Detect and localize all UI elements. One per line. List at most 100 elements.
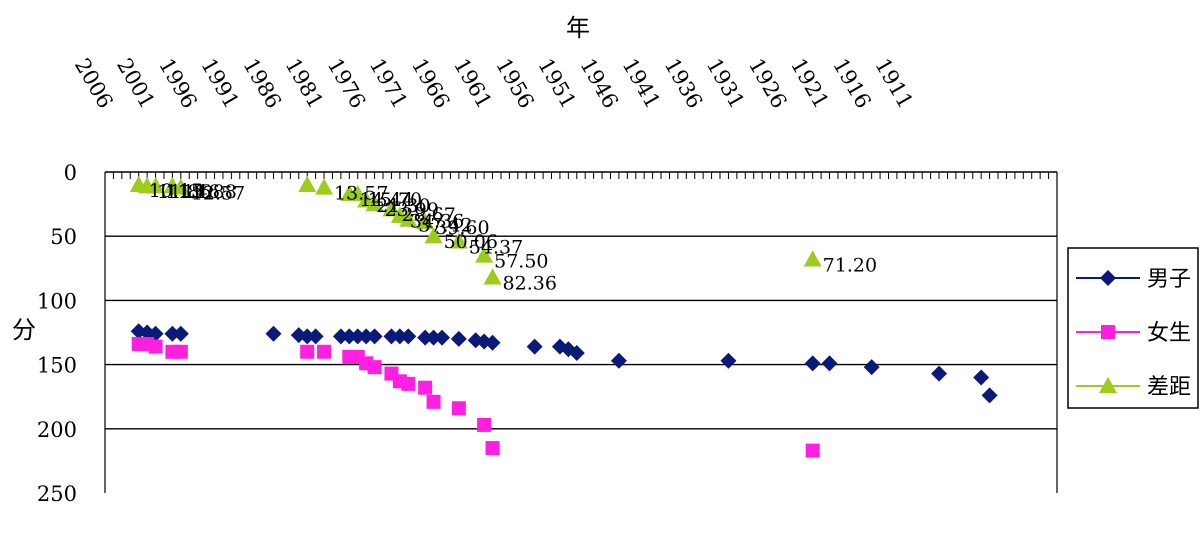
x-tick-label: 1946 xyxy=(575,54,623,112)
data-label: 10.15 xyxy=(149,180,203,202)
data-point-female xyxy=(451,401,466,416)
data-point-male xyxy=(484,334,501,351)
data-point-male xyxy=(804,355,821,372)
data-point-female xyxy=(418,380,433,395)
data-point-gap xyxy=(146,177,165,194)
data-point-male xyxy=(172,325,189,342)
data-label: 13.57 xyxy=(334,182,388,204)
data-label: 71.20 xyxy=(823,254,877,276)
x-tick-label: 1931 xyxy=(702,54,750,112)
data-point-female xyxy=(317,344,332,359)
data-label: 28.67 xyxy=(401,204,455,226)
legend-label: 差距 xyxy=(1147,375,1191,400)
data-point-male xyxy=(391,328,408,345)
legend-marker-triangle xyxy=(1099,377,1117,393)
y-tick-labels: 0 50 100 150 200 250 xyxy=(37,161,77,506)
x-tick-label: 2001 xyxy=(112,54,160,112)
x-axis-title: 年 xyxy=(566,14,590,42)
data-point-male xyxy=(450,330,467,347)
data-point-male xyxy=(349,328,366,345)
data-point-male xyxy=(425,329,442,346)
data-point-female xyxy=(401,376,416,391)
data-point-male xyxy=(383,328,400,345)
data-point-male xyxy=(568,345,585,362)
x-tick-label: 1936 xyxy=(660,54,708,112)
data-point-male xyxy=(341,328,358,345)
data-point-male xyxy=(417,329,434,346)
data-point-gap xyxy=(298,175,317,193)
data-point-male xyxy=(526,338,543,355)
x-tick-label: 1991 xyxy=(196,54,244,112)
data-label: 82.36 xyxy=(503,272,557,294)
data-point-female xyxy=(173,344,188,359)
x-tick-label: 1911 xyxy=(870,54,918,112)
data-label: 12.57 xyxy=(191,182,245,204)
data-point-gap xyxy=(449,232,468,249)
x-tick-label: 1976 xyxy=(323,54,371,112)
data-point-gap xyxy=(365,195,384,212)
data-point-gap xyxy=(171,178,190,195)
data-point-gap xyxy=(416,213,435,230)
data-point-male xyxy=(821,355,838,372)
y-tick-label: 0 xyxy=(64,161,77,185)
y-tick-label: 200 xyxy=(37,418,77,442)
legend-label: 男子 xyxy=(1147,267,1191,292)
data-point-gap xyxy=(803,250,822,267)
data-point-male xyxy=(299,328,316,345)
data-point-male xyxy=(265,325,282,342)
data-label: 21.30 xyxy=(376,195,430,217)
x-tick-label: 1971 xyxy=(365,54,413,112)
x-tick-label: 1941 xyxy=(618,54,666,112)
x-tick-label: 1996 xyxy=(154,54,202,112)
x-tick-label: 1956 xyxy=(491,54,539,112)
x-tick-label: 1916 xyxy=(828,54,876,112)
data-point-male xyxy=(332,328,349,345)
axes xyxy=(104,171,1058,493)
data-point-gap xyxy=(483,268,502,285)
grid-lines xyxy=(105,235,1057,430)
data-point-female xyxy=(148,339,163,354)
data-point-male xyxy=(720,352,737,369)
data-label: 39.60 xyxy=(435,217,489,239)
data-label: 11.88 xyxy=(182,181,236,203)
data-point-gap xyxy=(399,210,418,227)
data-point-gap xyxy=(382,200,401,217)
data-point-female xyxy=(300,344,315,359)
data-point-male xyxy=(973,369,990,386)
data-point-male xyxy=(981,387,998,404)
data-point-gap xyxy=(348,184,367,202)
x-tick-label: 1986 xyxy=(238,54,286,112)
data-point-gap xyxy=(315,178,334,195)
data-point-female xyxy=(485,441,500,456)
data-point-male xyxy=(358,328,375,345)
y-tick-label: 100 xyxy=(37,289,77,313)
x-tick-labels: 2006200119961991198619811976197119661961… xyxy=(70,54,918,112)
y-tick-label: 50 xyxy=(50,225,77,249)
data-point-female xyxy=(367,360,382,375)
legend-box xyxy=(1067,247,1199,409)
legend-marker-diamond xyxy=(1100,270,1116,286)
x-tick-label: 1926 xyxy=(744,54,792,112)
x-tick-label: 1981 xyxy=(281,54,329,112)
x-tick-label: 2006 xyxy=(70,54,118,112)
data-label: 23.99 xyxy=(385,199,439,221)
x-tick-label: 1951 xyxy=(533,54,581,112)
data-point-female xyxy=(805,443,820,458)
data-label: 37.42 xyxy=(418,215,472,237)
data-label: 50.06 xyxy=(444,231,498,253)
data-label: 15.70 xyxy=(368,189,422,211)
data-point-female xyxy=(477,417,492,432)
data-point-male xyxy=(164,325,181,342)
data-point-male xyxy=(307,328,324,345)
data-point-male xyxy=(433,329,450,346)
data-point-male xyxy=(931,365,948,382)
legend-label: 女生 xyxy=(1147,321,1191,346)
data-point-female xyxy=(426,394,441,409)
data-point-male xyxy=(610,352,627,369)
x-tick-label: 1921 xyxy=(786,54,834,112)
x-tick-label: 1961 xyxy=(449,54,497,112)
data-label: 14.44 xyxy=(359,189,413,211)
